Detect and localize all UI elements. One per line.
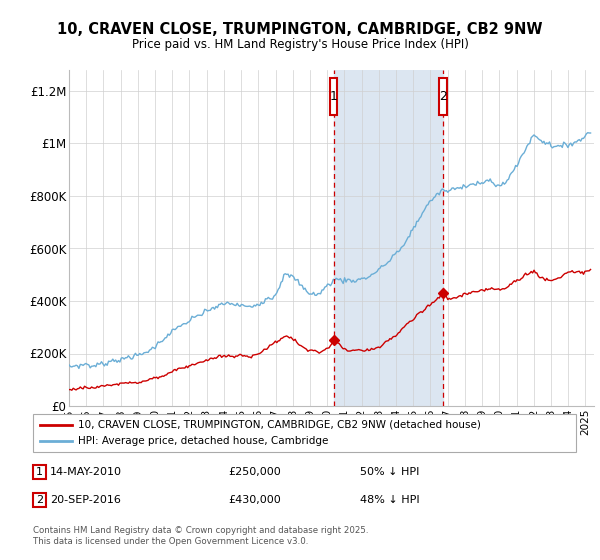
- Text: 50% ↓ HPI: 50% ↓ HPI: [360, 467, 419, 477]
- Text: 1: 1: [329, 90, 338, 102]
- Text: 1: 1: [36, 467, 43, 477]
- Text: Contains HM Land Registry data © Crown copyright and database right 2025.
This d: Contains HM Land Registry data © Crown c…: [33, 526, 368, 546]
- Text: Price paid vs. HM Land Registry's House Price Index (HPI): Price paid vs. HM Land Registry's House …: [131, 38, 469, 51]
- Text: HPI: Average price, detached house, Cambridge: HPI: Average price, detached house, Camb…: [78, 436, 328, 446]
- Text: £430,000: £430,000: [228, 495, 281, 505]
- Text: 14-MAY-2010: 14-MAY-2010: [50, 467, 122, 477]
- Bar: [334, 70, 443, 406]
- FancyBboxPatch shape: [330, 78, 337, 115]
- Text: 20-SEP-2016: 20-SEP-2016: [50, 495, 121, 505]
- Text: 10, CRAVEN CLOSE, TRUMPINGTON, CAMBRIDGE, CB2 9NW: 10, CRAVEN CLOSE, TRUMPINGTON, CAMBRIDGE…: [57, 22, 543, 38]
- Text: £250,000: £250,000: [228, 467, 281, 477]
- Text: 10, CRAVEN CLOSE, TRUMPINGTON, CAMBRIDGE, CB2 9NW (detached house): 10, CRAVEN CLOSE, TRUMPINGTON, CAMBRIDGE…: [78, 419, 481, 430]
- Text: 2: 2: [36, 495, 43, 505]
- FancyBboxPatch shape: [439, 78, 446, 115]
- Text: 2: 2: [439, 90, 447, 102]
- Text: 48% ↓ HPI: 48% ↓ HPI: [360, 495, 419, 505]
